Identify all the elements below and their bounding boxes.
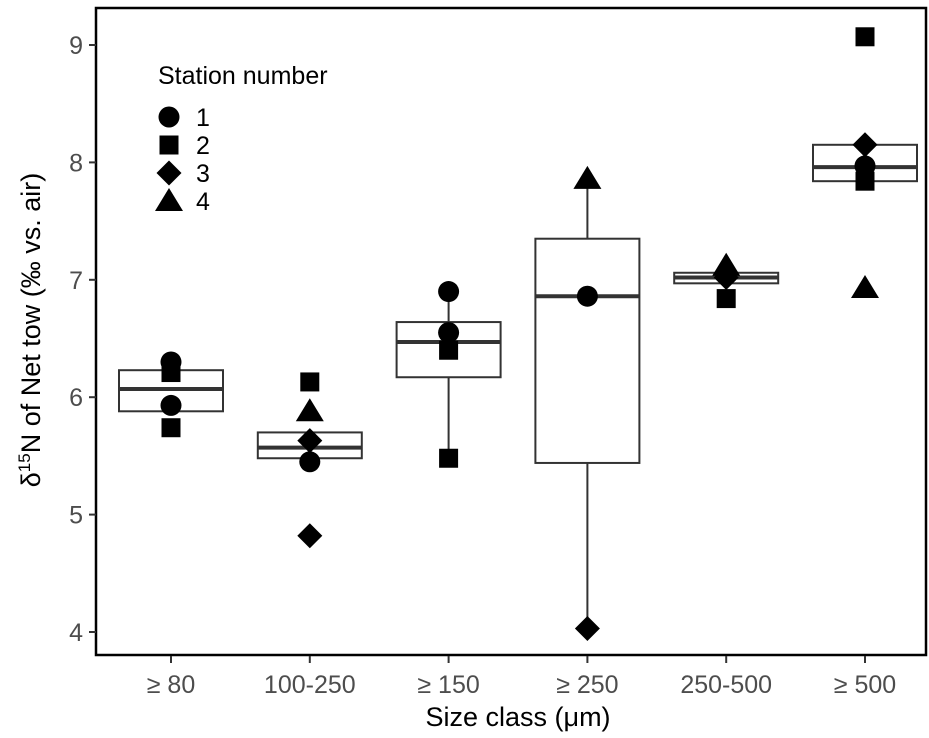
data-point: [712, 252, 741, 276]
data-point: [852, 132, 878, 158]
y-axis-title-rest: N of Net tow (‰ vs. air): [16, 173, 46, 454]
legend-item-label: 3: [196, 160, 210, 188]
y-axis-title-delta: δ: [16, 472, 46, 487]
legend-title: Station number: [158, 62, 328, 90]
data-point: [300, 372, 320, 392]
x-tick-label: ≥ 150: [417, 671, 479, 699]
legend-diamond-marker: [156, 160, 182, 186]
y-tick-label: 9: [69, 32, 83, 60]
data-point: [299, 451, 321, 473]
x-axis-title-main: Size class (: [425, 702, 563, 732]
plot-frame: [94, 6, 928, 657]
data-point: [295, 398, 324, 422]
legend-item: 4: [155, 188, 210, 216]
x-tick-label: ≥ 80: [147, 671, 195, 699]
data-point: [576, 285, 598, 307]
data-point: [438, 322, 460, 344]
y-tick-label: 7: [69, 267, 83, 295]
y-tick-label: 4: [69, 619, 83, 647]
y-axis-title-superscript: 15: [15, 453, 34, 472]
x-axis-title-mu: μ: [564, 702, 580, 732]
legend-square-marker: [159, 135, 179, 155]
x-axis-title: Size class (μm): [425, 702, 610, 732]
legend-circle-marker: [158, 106, 180, 128]
x-tick-label: 100-250: [264, 671, 356, 699]
data-point: [851, 275, 879, 299]
data-point: [438, 281, 460, 303]
x-tick-label: 250-500: [680, 671, 772, 699]
legend-item-label: 4: [196, 188, 210, 216]
data-point: [297, 523, 323, 549]
data-point: [161, 363, 181, 383]
x-axis-title-unit: m): [579, 702, 610, 732]
data-point: [161, 418, 181, 438]
points-layer: [160, 27, 879, 641]
box-group: [534, 178, 641, 629]
x-axis: ≥ 80 100-250 ≥ 150 ≥ 250 250-500 ≥ 500: [147, 656, 896, 699]
data-point: [439, 340, 459, 360]
data-point: [716, 289, 736, 309]
y-tick-label: 5: [69, 502, 83, 530]
x-tick-label: ≥ 250: [556, 671, 618, 699]
iqr-box: [534, 237, 641, 464]
x-tick-label: ≥ 500: [834, 671, 896, 699]
y-tick-label: 8: [69, 149, 83, 177]
legend-item: 2: [159, 132, 210, 160]
data-point: [855, 171, 875, 191]
y-axis: 4 5 6 7 8 9: [69, 32, 96, 647]
data-point: [573, 165, 602, 189]
y-axis-title: δ15N of Net tow (‰ vs. air): [15, 173, 46, 488]
legend-item-label: 1: [196, 104, 210, 132]
data-point: [574, 615, 600, 641]
data-point: [160, 394, 182, 416]
data-point: [854, 155, 876, 177]
legend-item-label: 2: [196, 132, 210, 160]
data-point: [439, 448, 459, 468]
legend-item: 3: [156, 160, 210, 188]
legend-item: 1: [158, 104, 210, 132]
data-point: [297, 428, 323, 454]
legend-triangle-marker: [155, 188, 183, 211]
data-point: [855, 27, 875, 47]
y-tick-label: 6: [69, 384, 83, 412]
